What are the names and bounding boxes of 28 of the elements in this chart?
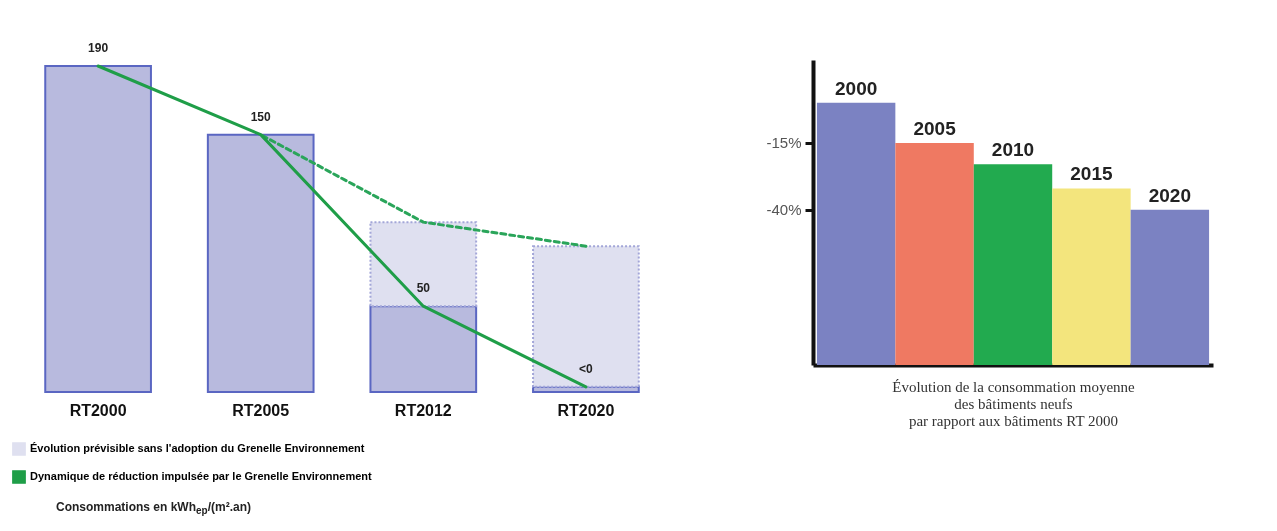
y-tick-label: -15% <box>766 134 802 152</box>
text: Consommations en kWh$_{ep}$/(m².an) <box>56 500 252 517</box>
x-tick-label: RT2020 <box>557 401 615 419</box>
bar <box>44 65 152 393</box>
bar <box>369 221 478 308</box>
y-tick-label: -40% <box>766 201 802 219</box>
bar <box>1130 209 1210 365</box>
legend-label: Dynamique de réduction impulsée par le Grenelle Environnement <box>30 470 373 482</box>
x-axis-title: Évolution de la consommation moyenne des bâtiments neufs par rapport aux bâtiments RT 2000 <box>892 378 1136 429</box>
bar <box>895 142 974 365</box>
data-label: 150 <box>250 109 272 124</box>
bar <box>206 133 315 393</box>
data-label: 190 <box>88 41 109 55</box>
x-tick-label: 2010 <box>991 139 1035 161</box>
x-tick-label: RT2000 <box>69 401 127 419</box>
x-tick-label: 2005 <box>913 117 957 139</box>
bar <box>369 305 478 393</box>
data-label: 50 <box>416 281 431 296</box>
bar <box>973 164 1053 365</box>
bar <box>1052 188 1131 365</box>
bar <box>532 245 640 388</box>
data-label: <0 <box>579 361 594 376</box>
legend-label: Évolution prévisible sans l'adoption du Grenelle Environnement <box>30 442 365 454</box>
x-tick-label: 2020 <box>1148 184 1191 206</box>
x-tick-label: 2015 <box>1070 163 1113 185</box>
x-tick-label: RT2005 <box>232 401 290 419</box>
x-tick-label: 2000 <box>835 77 878 99</box>
x-tick-label: RT2012 <box>394 401 452 419</box>
